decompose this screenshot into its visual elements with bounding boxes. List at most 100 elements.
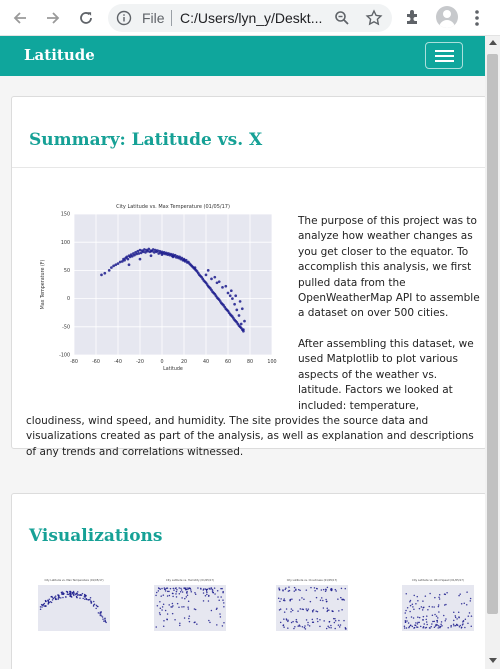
data-point xyxy=(137,252,141,255)
thumbnail-data-point xyxy=(186,588,188,591)
scroll-up-arrow-icon[interactable] xyxy=(489,40,497,45)
thumbnail-data-point xyxy=(172,605,174,607)
thumbnail-data-point xyxy=(299,589,301,592)
thumbnail-data-point xyxy=(456,624,459,627)
thumbnail-data-point xyxy=(188,617,190,620)
thumbnail-data-point xyxy=(416,626,419,628)
avatar-body xyxy=(439,20,455,28)
thumbnail-data-point xyxy=(298,599,301,601)
thumbnail-data-point xyxy=(219,616,222,618)
thumbnail-windspeed-chart[interactable]: City Latitude vs. Wind Speed (01/05/17) xyxy=(390,576,478,638)
site-navbar: Latitude xyxy=(0,36,485,76)
thumbnail-data-point xyxy=(291,598,293,600)
thumbnail-data-point xyxy=(65,590,68,593)
thumbnail-data-point xyxy=(470,625,472,628)
scroll-down-arrow-icon[interactable] xyxy=(489,658,497,663)
data-point xyxy=(173,253,177,257)
thumbnail-data-point xyxy=(337,598,339,600)
thumbnail-data-point xyxy=(66,593,69,595)
thumbnail-data-point xyxy=(427,609,429,611)
data-point xyxy=(107,269,111,272)
thumbnail-data-point xyxy=(436,621,439,623)
thumbnail-data-point xyxy=(278,587,280,589)
thumbnail-data-point xyxy=(171,602,174,605)
thumbnail-data-point xyxy=(187,587,189,589)
thumbnail-data-point xyxy=(168,604,170,606)
thumbnail-data-point xyxy=(311,618,314,621)
thumbnail-data-point xyxy=(168,590,170,593)
thumbnail-data-point xyxy=(39,608,42,610)
zoom-icon[interactable] xyxy=(334,10,350,26)
thumbnail-data-point xyxy=(458,625,461,628)
plot-area xyxy=(74,214,272,355)
thumbnail-data-point xyxy=(416,623,419,625)
latitude-temperature-chart[interactable]: -80 -60 -40 -20 0 20 40 60 80 100 -100 -50 0 50 100 150… xyxy=(34,200,282,377)
thumbnail-data-point xyxy=(180,589,183,591)
thumbnail-data-point xyxy=(216,624,218,626)
hamburger-line xyxy=(435,55,454,57)
thumbnail-data-point xyxy=(90,601,92,603)
thumbnail-data-point xyxy=(178,606,180,609)
thumbnail-data-point xyxy=(171,606,173,608)
data-point xyxy=(182,258,186,262)
url-text[interactable]: C:/Users/lyn_y/Deskt... xyxy=(180,10,323,26)
thumbnail-data-point xyxy=(209,621,211,624)
forward-button[interactable] xyxy=(42,7,64,29)
thumbnail-data-point xyxy=(308,625,311,627)
thumbnail-data-point xyxy=(209,588,211,590)
thumbnail-data-point xyxy=(50,595,52,598)
thumbnail-data-point xyxy=(57,597,60,599)
thumbnail-data-point xyxy=(429,592,431,595)
profile-avatar[interactable] xyxy=(436,6,458,28)
thumbnail-data-point xyxy=(206,593,208,596)
thumbnail-title: City Latitude vs. Wind Speed (01/05/17) xyxy=(412,578,464,582)
browser-menu-icon[interactable] xyxy=(474,9,480,27)
reload-button[interactable] xyxy=(75,7,97,29)
thumbnail-data-point xyxy=(320,597,323,599)
thumbnail-data-point xyxy=(299,608,302,610)
thumbnail-data-point xyxy=(422,607,424,609)
thumbnail-temperature-chart[interactable]: City Latitude vs. Max Temperature (01/05… xyxy=(26,576,114,638)
thumbnail-data-point xyxy=(193,621,196,624)
data-point xyxy=(238,300,242,303)
thumbnail-data-point xyxy=(466,591,468,593)
bookmark-star-icon[interactable] xyxy=(365,9,383,27)
thumbnail-data-point xyxy=(221,625,224,627)
address-bar[interactable]: File C:/Users/lyn_y/Deskt... xyxy=(108,4,392,32)
thumbnail-data-point xyxy=(197,587,199,589)
summary-paragraph-1: The purpose of this project was to analy… xyxy=(298,215,480,320)
thumbnail-data-point xyxy=(453,619,455,622)
back-button[interactable] xyxy=(9,7,31,29)
x-tick-label: 40 xyxy=(203,359,209,365)
navbar-toggle-button[interactable] xyxy=(425,42,463,69)
thumbnail-data-point xyxy=(166,587,169,589)
thumbnail-data-point xyxy=(452,623,455,625)
thumbnail-data-point xyxy=(77,594,79,596)
thumbnail-data-point xyxy=(100,615,103,617)
thumbnail-data-point xyxy=(172,595,174,598)
thumbnail-data-point xyxy=(436,619,438,622)
data-point xyxy=(160,253,164,256)
data-point xyxy=(130,254,134,258)
thumbnail-data-point xyxy=(290,621,293,624)
url-scheme-label: File xyxy=(142,10,165,26)
avatar-head xyxy=(443,10,451,18)
thumbnail-data-point xyxy=(417,616,419,618)
thumbnail-humidity-chart[interactable]: City Latitude vs. Humidity (01/05/17) xyxy=(142,576,230,638)
thumbnail-data-point xyxy=(310,586,312,589)
thumbnail-data-point xyxy=(463,602,465,605)
data-point xyxy=(138,257,142,261)
thumbnail-data-point xyxy=(437,617,439,619)
thumbnail-data-point xyxy=(285,618,288,620)
thumbnail-cloudiness-chart[interactable]: City Latitude vs. Cloudiness (01/05/17) xyxy=(264,576,352,638)
thumbnail-data-point xyxy=(454,616,457,619)
extensions-puzzle-icon[interactable] xyxy=(404,8,422,26)
thumbnail-data-point xyxy=(161,606,164,608)
thumbnail-data-point xyxy=(314,590,316,592)
navbar-brand[interactable]: Latitude xyxy=(24,46,95,64)
scrollbar-thumb[interactable] xyxy=(487,54,498,614)
thumbnail-data-point xyxy=(214,593,216,595)
info-icon[interactable] xyxy=(116,10,132,26)
thumbnail-data-point xyxy=(185,592,188,594)
data-point xyxy=(112,264,115,268)
